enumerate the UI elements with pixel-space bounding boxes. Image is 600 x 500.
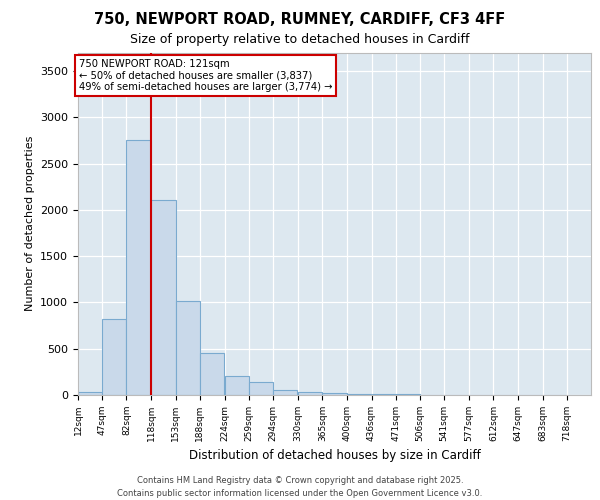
Text: 750 NEWPORT ROAD: 121sqm
← 50% of detached houses are smaller (3,837)
49% of sem: 750 NEWPORT ROAD: 121sqm ← 50% of detach… (79, 59, 332, 92)
Bar (371, 394, 396, 395)
Y-axis label: Number of detached properties: Number of detached properties (25, 136, 35, 312)
Text: 750, NEWPORT ROAD, RUMNEY, CARDIFF, CF3 4FF: 750, NEWPORT ROAD, RUMNEY, CARDIFF, CF3 … (94, 12, 506, 28)
Bar (151, 200, 176, 395)
Bar (176, 300, 200, 395)
Bar (396, 394, 420, 395)
Text: Contains HM Land Registry data © Crown copyright and database right 2025.
Contai: Contains HM Land Registry data © Crown c… (118, 476, 482, 498)
Text: Size of property relative to detached houses in Cardiff: Size of property relative to detached ho… (130, 32, 470, 46)
Bar (298, 392, 322, 395)
Bar (200, 354, 224, 395)
Bar (322, 394, 347, 395)
X-axis label: Distribution of detached houses by size in Cardiff: Distribution of detached houses by size … (188, 450, 481, 462)
Bar (127, 140, 151, 395)
Bar (249, 382, 273, 395)
Bar (225, 376, 249, 395)
Bar (273, 390, 298, 395)
Bar (78, 392, 102, 395)
Bar (347, 394, 371, 395)
Bar (102, 319, 127, 395)
